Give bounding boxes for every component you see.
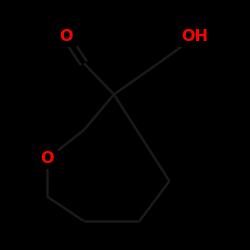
Text: O: O <box>40 152 54 166</box>
Bar <box>36 149 58 169</box>
Bar <box>176 27 214 47</box>
Text: OH: OH <box>182 29 208 44</box>
Text: O: O <box>59 29 73 44</box>
Bar <box>55 27 77 47</box>
